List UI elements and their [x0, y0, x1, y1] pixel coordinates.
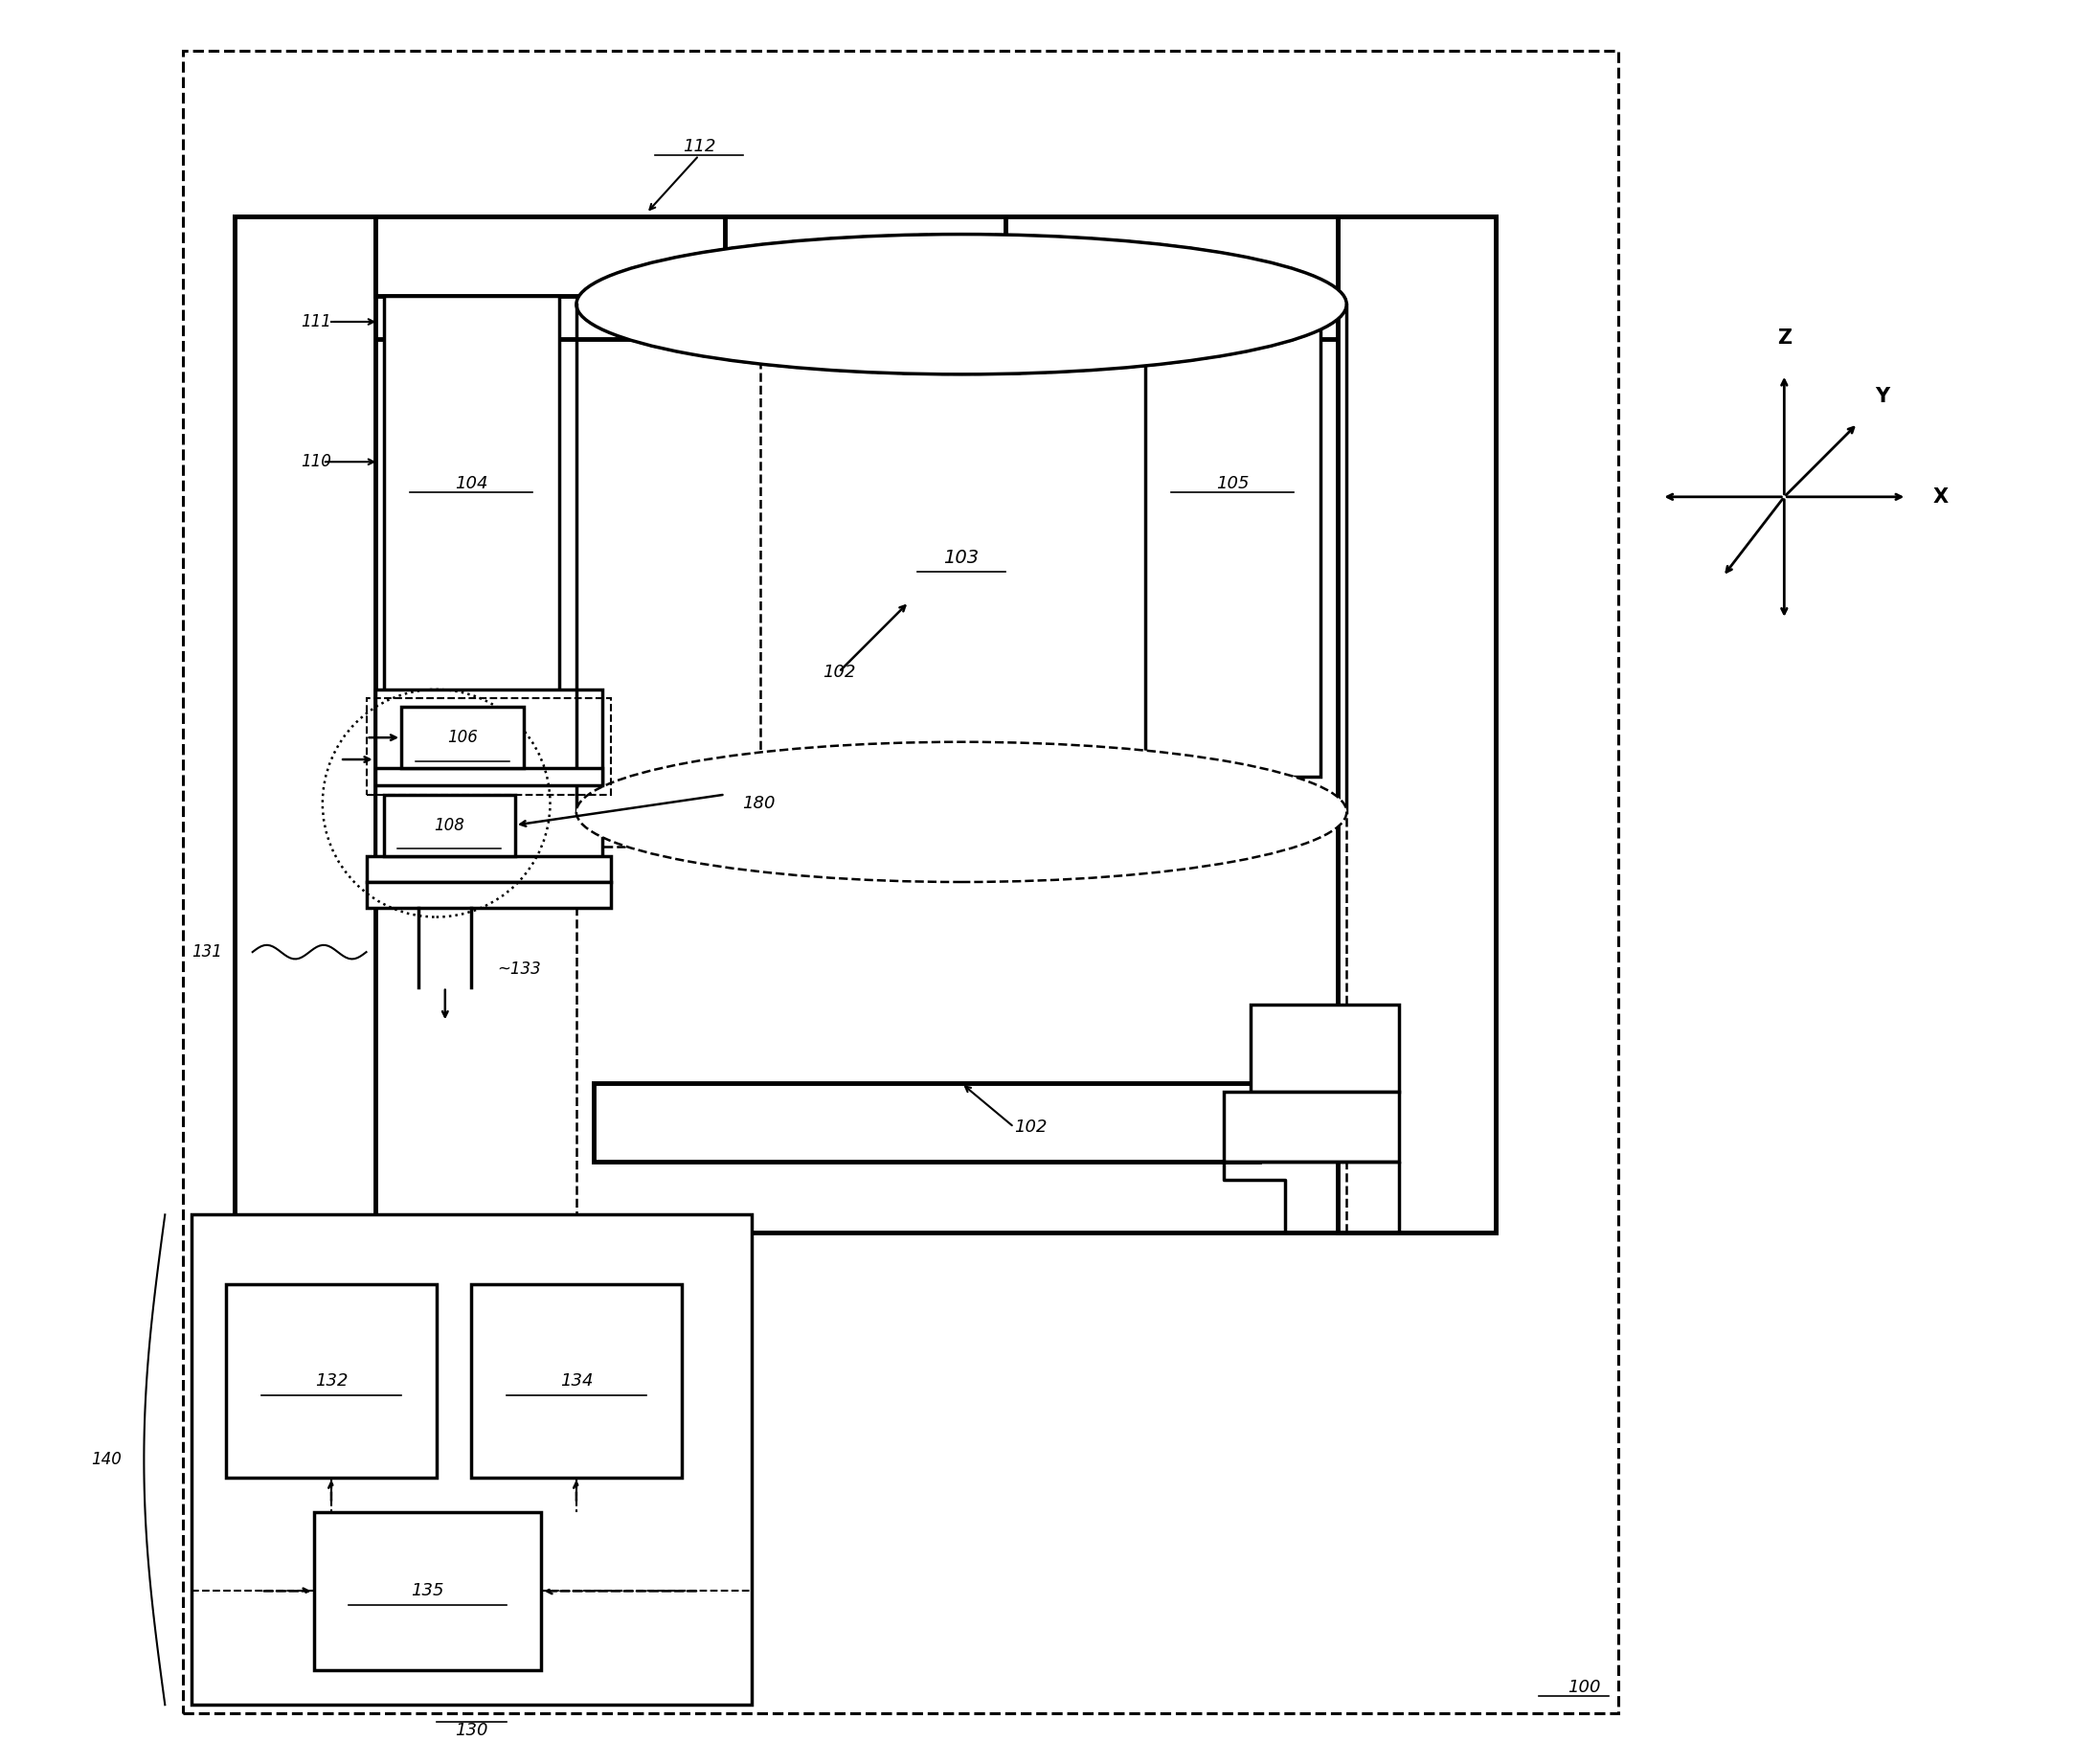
FancyBboxPatch shape [235, 217, 376, 1231]
Text: 134: 134 [560, 1372, 594, 1390]
Text: 180: 180 [743, 794, 776, 811]
Ellipse shape [577, 235, 1347, 374]
FancyBboxPatch shape [315, 1512, 541, 1671]
Text: 108: 108 [434, 817, 466, 834]
FancyBboxPatch shape [376, 690, 602, 864]
FancyBboxPatch shape [401, 707, 524, 767]
FancyBboxPatch shape [235, 217, 1496, 339]
Text: 132: 132 [315, 1372, 348, 1390]
FancyBboxPatch shape [191, 1215, 751, 1704]
FancyBboxPatch shape [384, 296, 558, 776]
FancyBboxPatch shape [367, 856, 611, 882]
Text: 112: 112 [682, 138, 715, 155]
FancyBboxPatch shape [1005, 217, 1339, 296]
FancyBboxPatch shape [376, 767, 602, 785]
Text: 100: 100 [1567, 1679, 1601, 1695]
Text: Y: Y [1876, 386, 1890, 406]
Text: ~133: ~133 [497, 961, 541, 979]
FancyBboxPatch shape [367, 882, 611, 908]
Text: 140: 140 [90, 1452, 122, 1468]
Text: 104: 104 [455, 475, 489, 492]
FancyBboxPatch shape [384, 794, 516, 856]
Ellipse shape [577, 743, 1347, 882]
FancyBboxPatch shape [227, 1284, 436, 1476]
Text: 102: 102 [1013, 1118, 1047, 1136]
Text: 130: 130 [455, 1722, 489, 1739]
FancyBboxPatch shape [376, 217, 726, 296]
FancyBboxPatch shape [594, 1083, 1259, 1162]
FancyBboxPatch shape [235, 217, 1496, 1231]
Text: Z: Z [1777, 328, 1792, 348]
Text: 135: 135 [411, 1582, 445, 1600]
FancyBboxPatch shape [472, 1284, 682, 1476]
Text: 103: 103 [944, 549, 980, 568]
Text: 110: 110 [300, 453, 331, 471]
Text: X: X [1932, 487, 1949, 506]
Text: 131: 131 [191, 944, 222, 961]
FancyBboxPatch shape [1223, 1092, 1399, 1162]
FancyBboxPatch shape [1146, 296, 1320, 776]
Text: 102: 102 [822, 663, 856, 681]
Text: 105: 105 [1217, 475, 1248, 492]
Text: 111: 111 [300, 314, 331, 330]
Text: 106: 106 [447, 729, 478, 746]
FancyBboxPatch shape [1339, 217, 1496, 1231]
FancyBboxPatch shape [1250, 1004, 1399, 1092]
